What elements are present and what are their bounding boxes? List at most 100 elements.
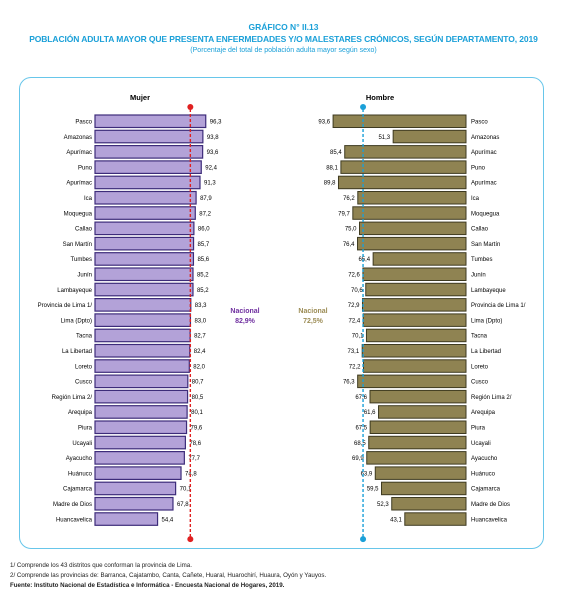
mujer-value-label: 54,4 [162,517,174,523]
hombre-category-label: Lima (Dpto) [471,318,502,324]
hombre-bar [368,435,467,450]
hombre-bar [392,129,467,144]
hombre-category-label: Piura [471,425,486,431]
mujer-category-label: Tacna [76,334,93,340]
mujer-category-label: Cusco [75,380,93,386]
mujer-bar [94,190,197,205]
hombre-value-label: 59,5 [367,487,379,493]
mujer-bar [94,512,159,526]
hombre-bar [381,481,467,496]
mujer-category-label: Arequipa [68,410,93,416]
hombre-category-label: Pasco [471,119,488,125]
mujer-bar [94,236,195,251]
mujer-bar [94,114,207,129]
mujer-value-label: 70,1 [180,487,192,493]
mujer-value-label: 67,8 [177,502,189,508]
hombre-value-label: 88,1 [326,165,338,171]
hombre-value-label: 68,5 [354,441,366,447]
hombre-category-label: Ica [471,196,480,202]
mujer-category-label: San Martín [63,242,92,248]
mujer-category-label: Piura [78,425,93,431]
hombre-bar [374,466,467,480]
mujer-value-label: 86,0 [198,227,210,233]
mujer-bar [94,175,201,190]
hombre-value-label: 63,9 [361,471,373,477]
mujer-bar [94,420,188,435]
hombre-value-label: 61,6 [364,410,376,416]
mujer-title: Mujer [130,93,150,102]
mujer-bar [94,481,177,496]
hombre-category-label: Cajamarca [471,487,501,493]
hombre-category-label: Provincia de Lima 1/ [471,303,526,309]
hombre-bar [362,313,467,327]
mujer-category-label: Madre de Dios [53,502,92,508]
hombre-value-label: 76,4 [343,242,355,248]
mujer-nacional-marker-bottom [187,536,194,543]
hombre-value-label: 89,8 [324,181,336,187]
hombre-category-label: Amazonas [471,135,499,141]
hombre-nacional-marker-top [360,104,367,110]
mujer-value-label: 74,8 [185,471,197,477]
mujer-category-label: Callao [75,227,93,233]
hombre-nacional-value: 72,5% [303,318,324,325]
mujer-bar [94,328,191,343]
mujer-value-label: 96,3 [210,119,222,125]
mujer-value-label: 82,0 [193,364,205,370]
hombre-category-label: Huánuco [471,471,496,477]
hombre-value-label: 72,6 [348,272,360,278]
hombre-bar [357,191,467,205]
mujer-bar [94,496,174,511]
hombre-nacional-label: Nacional [298,308,327,315]
hombre-title: Hombre [366,93,394,102]
hombre-value-label: 43,1 [390,517,402,523]
mujer-category-label: Región Lima 2/ [52,395,93,401]
hombre-bar [352,206,467,220]
mujer-bar [94,389,189,404]
mujer-category-label: Lima (Dpto) [61,318,92,324]
hombre-value-label: 67,5 [355,425,367,431]
hombre-value-label: 70,1 [352,334,364,340]
hombre-bar [359,221,467,236]
mujer-value-label: 92,4 [205,165,217,171]
hombre-bar [361,298,467,312]
hombre-value-label: 73,1 [348,349,360,355]
chart-note: (Porcentaje del total de población adult… [190,47,377,54]
hombre-value-label: 85,4 [330,150,342,156]
hombre-value-label: 65,4 [358,257,370,263]
mujer-category-label: Provincia de Lima 1/ [38,303,93,309]
mujer-value-label: 82,4 [194,349,206,355]
mujer-bar [94,359,190,373]
hombre-category-label: Lambayeque [471,288,506,294]
mujer-bar [94,145,204,159]
mujer-value-label: 79,6 [191,425,203,431]
mujer-bar [94,160,202,174]
hombre-bar [357,374,467,389]
hombre-value-label: 72,4 [349,318,361,324]
mujer-value-label: 87,2 [199,211,211,217]
mujer-value-label: 85,2 [197,272,209,278]
hombre-value-label: 52,3 [377,502,389,508]
mujer-category-label: Moquegua [64,211,93,217]
mujer-value-label: 85,6 [197,257,209,263]
mujer-bar [94,451,185,465]
hombre-category-label: Moquegua [471,211,500,217]
mujer-bar [94,206,196,220]
hombre-bar [362,359,467,373]
mujer-category-label: Junín [77,272,92,278]
hombre-category-label: Callao [471,227,489,233]
hombre-category-label: Ucayali [471,441,491,447]
mujer-value-label: 93,8 [207,135,219,141]
mujer-value-label: 78,6 [189,441,201,447]
mujer-category-label: Amazonas [64,135,92,141]
hombre-value-label: 70,6 [351,288,363,294]
mujer-value-label: 80,7 [192,380,204,386]
hombre-bar [369,389,467,404]
hombre-value-label: 79,7 [338,211,350,217]
mujer-value-label: 91,3 [204,181,216,187]
mujer-bar [94,129,204,144]
hombre-bar [372,252,467,266]
hombre-category-label: Huancavelica [471,517,508,523]
hombre-category-label: Junín [471,272,486,278]
hombre-bar [340,160,467,174]
